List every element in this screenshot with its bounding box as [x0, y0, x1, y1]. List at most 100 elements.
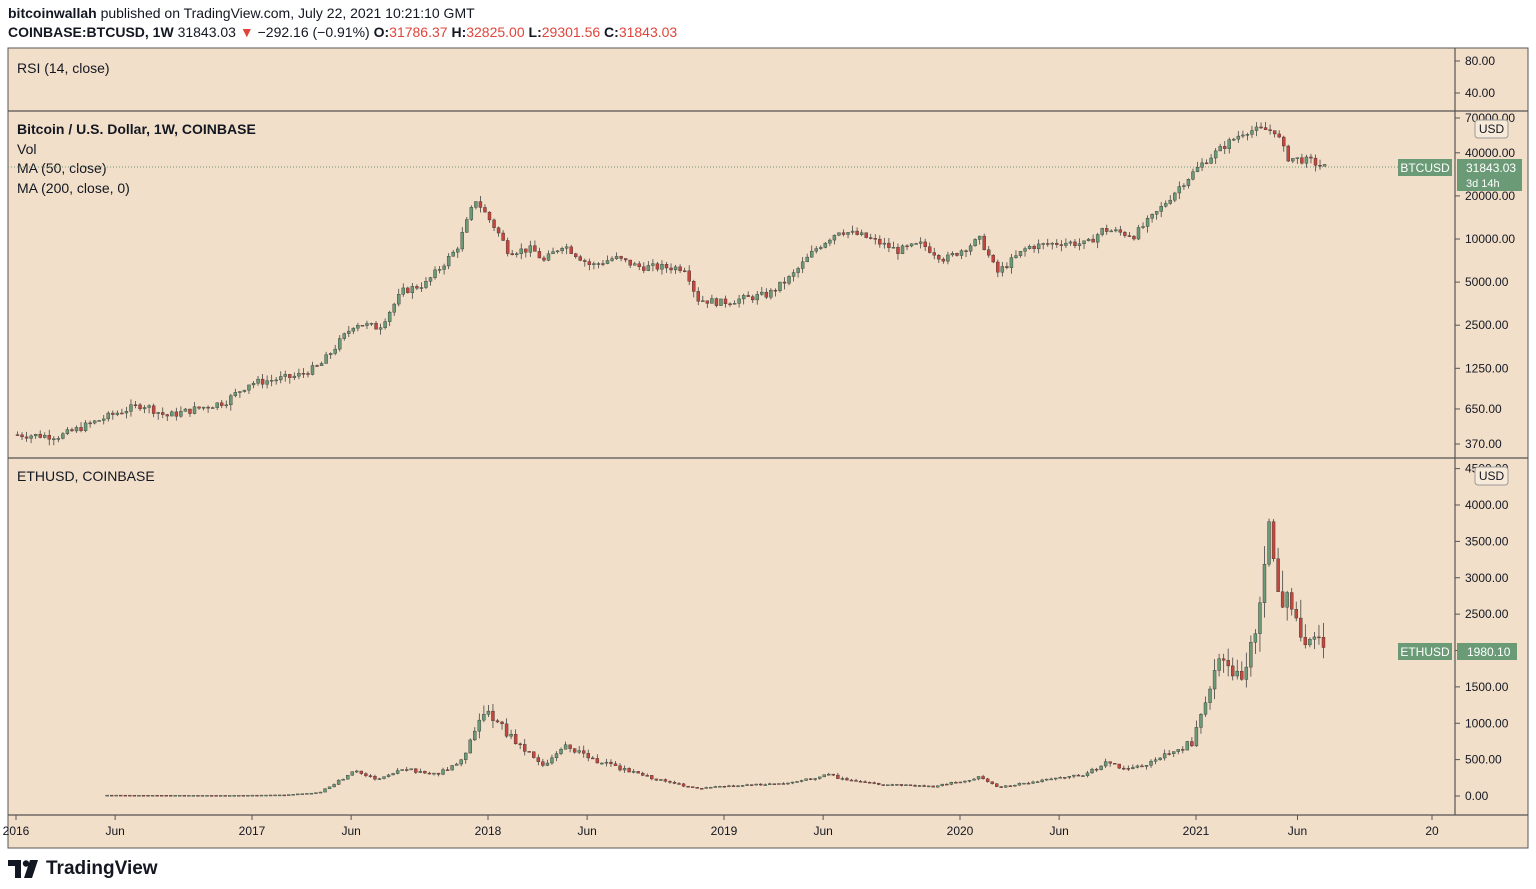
eth-candle: [908, 784, 913, 786]
btc-candle: [560, 248, 564, 252]
rsi-price-axis[interactable]: 80.00 40.00: [1455, 54, 1495, 100]
eth-candle: [405, 769, 409, 771]
eth-candle: [341, 779, 345, 781]
eth-candle: [718, 786, 722, 788]
btc-candle: [528, 245, 533, 253]
btc-candle: [387, 311, 392, 322]
eth-candle: [613, 763, 618, 766]
eth-candle: [273, 794, 277, 797]
btc-candle: [751, 296, 755, 301]
eth-candle: [427, 772, 432, 775]
btc-candle: [1241, 134, 1245, 137]
btc-candle: [1282, 136, 1286, 147]
eth-candle: [282, 794, 286, 797]
btc-candle: [1036, 243, 1041, 250]
btc-candle: [256, 378, 260, 384]
btc-candle: [469, 207, 474, 220]
eth-candle: [246, 795, 250, 797]
btc-candle: [124, 411, 129, 414]
eth-candle: [445, 769, 450, 771]
btc-candle: [1009, 257, 1014, 268]
btc-candle: [1100, 228, 1104, 235]
btc-candle: [746, 295, 750, 297]
eth-candle: [550, 757, 554, 764]
btc-candle: [474, 201, 478, 208]
eth-candle: [895, 784, 899, 786]
btc-candle: [310, 365, 315, 375]
btc-candle: [1245, 134, 1250, 136]
btc-candle: [1223, 146, 1227, 149]
btc-candle: [52, 438, 56, 441]
btc-candle: [791, 272, 796, 277]
eth-symbol-tag: [1398, 643, 1452, 660]
eth-candle: [1185, 741, 1190, 751]
eth-candle: [690, 786, 695, 788]
btc-symbol-tag: [1398, 159, 1452, 176]
btc-candle: [1173, 192, 1177, 201]
eth-candle: [659, 779, 663, 781]
btc-currency-badge[interactable]: USD: [1474, 119, 1509, 139]
eth-candle: [218, 795, 223, 797]
btc-candle: [928, 246, 932, 253]
eth-currency-badge[interactable]: USD: [1474, 466, 1509, 486]
btc-last-price-label[interactable]: BTCUSD 31843.03 3d 14h: [1398, 159, 1522, 191]
btc-candle: [74, 427, 79, 432]
time-axis[interactable]: 2016 Jun 2017 Jun 2018 Jun 2019 Jun 2020 Jun 2021 J…: [3, 815, 1439, 838]
btc-candle: [823, 242, 828, 248]
btc-candle: [1154, 211, 1159, 215]
btc-candle: [819, 247, 823, 249]
time-tick-label: Jun: [105, 824, 124, 838]
eth-candle: [954, 782, 958, 784]
eth-last-price-label[interactable]: ETHUSD 1980.10: [1398, 643, 1517, 660]
btc-candle: [192, 406, 197, 414]
eth-candle: [182, 795, 187, 797]
eth-candle: [1063, 777, 1067, 779]
tradingview-footer[interactable]: TradingView: [8, 856, 158, 882]
btc-candle: [1168, 199, 1172, 204]
ohlc-line: COINBASE:BTCUSD, 1W 31843.03 ▼ −292.16 (…: [8, 24, 677, 40]
btc-candle: [1082, 240, 1086, 244]
eth-candle: [336, 779, 341, 785]
btc-price-axis[interactable]: 70000.0040000.0020000.0010000.005000.002…: [1455, 111, 1515, 451]
eth-tick-label: 0.00: [1465, 789, 1489, 803]
eth-candle: [654, 778, 659, 781]
btc-candle: [1218, 146, 1222, 152]
eth-candle: [1317, 636, 1321, 639]
btc-candle: [1272, 130, 1277, 135]
btc-candle: [692, 281, 696, 292]
eth-candle: [972, 778, 976, 781]
btc-price-tag: [1457, 159, 1522, 191]
btc-candle: [741, 295, 746, 300]
eth-currency-box: [1474, 466, 1509, 486]
btc-tick-label: 5000.00: [1465, 275, 1509, 289]
eth-candle: [491, 710, 495, 721]
btc-candle: [406, 287, 410, 293]
btc-candle: [1014, 255, 1018, 258]
eth-candle: [595, 758, 600, 764]
btc-candle: [719, 298, 723, 306]
eth-candle: [509, 734, 513, 737]
btc-tick-label: 1250.00: [1465, 361, 1509, 375]
btc-candle: [882, 242, 887, 245]
eth-candle: [536, 757, 541, 762]
eth-candle: [441, 769, 445, 775]
eth-candle: [1140, 765, 1144, 768]
btc-candle: [610, 258, 614, 261]
btc-candle: [773, 289, 778, 292]
btc-candle: [633, 263, 637, 266]
eth-candle: [976, 776, 981, 780]
btc-candle: [859, 232, 864, 235]
eth-price-value: 1980.10: [1467, 645, 1511, 659]
eth-candle: [241, 795, 246, 797]
eth-candle: [559, 749, 563, 754]
eth-candle: [504, 723, 509, 737]
publisher-name[interactable]: bitcoinwallah: [8, 5, 97, 21]
btc-candle: [428, 277, 433, 282]
btc-candle: [142, 407, 147, 410]
btc-candle: [878, 238, 882, 245]
btc-candle: [1304, 156, 1309, 164]
btc-candle: [133, 404, 138, 406]
high-value: 32825.00: [466, 24, 525, 40]
btc-candle: [392, 303, 396, 313]
